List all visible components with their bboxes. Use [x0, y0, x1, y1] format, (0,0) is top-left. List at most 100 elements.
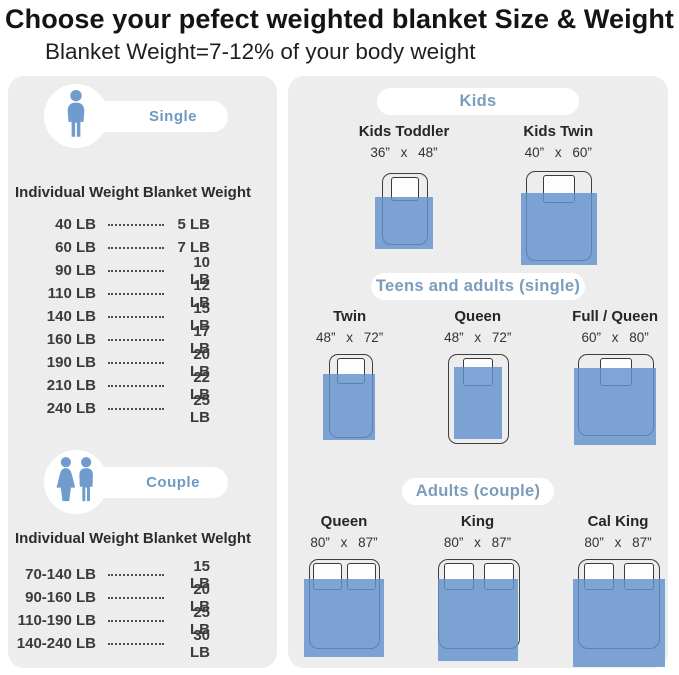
bed-card: Kids Toddler 36” x 48” [358, 115, 450, 263]
bed-illustration [574, 352, 657, 447]
dotted-leader [108, 269, 164, 272]
individual-weight-value: 70-140 LB [25, 566, 96, 583]
blanket-weight-value: 5 LB [177, 216, 210, 233]
page-title: Choose your pefect weighted blanket Size… [5, 4, 674, 34]
single-table-header: Individual Weight Blanket Weight [8, 184, 277, 201]
dotted-leader [108, 596, 164, 599]
table-row: 110-190 LB 25 LB [8, 604, 277, 638]
section-header-teens-adults-single: Teens and adults (single) [371, 273, 585, 300]
dotted-leader [108, 384, 164, 387]
individual-weight-value: 60 LB [55, 239, 96, 256]
page-subtitle: Blanket Weight=7-12% of your body weight [45, 39, 476, 64]
bed-size: 40” x 60” [524, 145, 592, 160]
table-row: 110 LB 12 LB [8, 277, 277, 311]
blanket-weight-value: 20 LB [190, 580, 210, 615]
bed-name: Kids Toddler [358, 123, 450, 140]
weighted-blanket [304, 579, 384, 657]
table-row: 140-240 LB 30 LB [8, 627, 277, 661]
couple-badge: Couple [44, 450, 228, 516]
single-badge: Single [44, 84, 228, 150]
dotted-leader [108, 246, 164, 249]
bed-illustration [571, 557, 665, 667]
bed-size: 80” x 87” [310, 535, 378, 550]
couple-table: 70-140 LB 15 LB 90-160 LB 20 LB 110-190 LB… [8, 558, 277, 661]
weighted-blanket [322, 374, 375, 440]
bed-card: King 80” x 87” [437, 505, 520, 667]
bed-name: Twin [333, 308, 367, 325]
blanket-weight-value: 25 LB [190, 391, 210, 426]
weighted-blanket [574, 368, 657, 445]
table-row: 90 LB 10 LB [8, 254, 277, 288]
kids-bed-row: Kids Toddler 36” x 48” Kids Twin 40” x 6… [288, 115, 668, 265]
table-row: 60 LB 7 LB [8, 236, 277, 259]
blanket-weight-value: 12 LB [190, 276, 210, 311]
table-row: 190 LB 20 LB [8, 346, 277, 380]
bed-card: Cal King 80” x 87” [571, 505, 665, 667]
dotted-leader [108, 573, 164, 576]
weighted-blanket [573, 579, 665, 667]
blanket-weight-value: 25 LB [190, 603, 210, 638]
blanket-weight-value: 30 LB [190, 626, 210, 661]
table-row: 70-140 LB 15 LB [8, 558, 277, 592]
table-row: 90-160 LB 20 LB [8, 581, 277, 615]
section-header-kids: Kids [377, 88, 579, 115]
bed-illustration [447, 352, 509, 444]
bed-name: Queen [320, 513, 368, 530]
table-row: 210 LB 22 LB [8, 369, 277, 403]
individual-weight-value: 140-240 LB [16, 635, 96, 652]
weighted-blanket [375, 197, 433, 249]
individual-weight-value: 90-160 LB [25, 589, 96, 606]
couple-table-header: Individual Weight Blanket Welght [8, 530, 277, 547]
bed-size: 48” x 72” [444, 330, 512, 345]
weighted-blanket [453, 367, 502, 439]
blanket-weight-value: 7 LB [177, 239, 210, 256]
weighted-blanket [437, 579, 518, 661]
couple-icon [54, 456, 98, 509]
dotted-leader [108, 315, 164, 318]
bed-card: Queen 48” x 72” [444, 300, 511, 447]
column-individual-weight: Individual Weight [15, 184, 139, 201]
bed-sizes-panel: Kids Kids Toddler 36” x 48” Kids Twin 40… [288, 76, 668, 668]
single-adult-bed-row: Twin 48” x 72” Queen 48” x 72” Full / [288, 300, 668, 447]
content-panel: Single Individual Weight Blanket Weight … [8, 76, 679, 668]
couple-bed-row: Queen 80” x 87” King 80” x 87” [288, 505, 668, 667]
section-header-adults-couple: Adults (couple) [402, 478, 554, 505]
bed-name: Kids Twin [523, 123, 594, 140]
bed-size: 48” x 72” [316, 330, 384, 345]
dotted-leader [108, 619, 164, 622]
bed-illustration [322, 352, 377, 442]
individual-weight-value: 190 LB [46, 354, 96, 371]
dotted-leader [108, 223, 164, 226]
blanket-weight-value: 15 LB [190, 299, 210, 334]
bed-size: 80” x 87” [584, 535, 652, 550]
table-row: 160 LB 17 LB [8, 323, 277, 357]
bed-illustration [304, 557, 384, 657]
table-row: 40 LB 5 LB [8, 213, 277, 236]
column-blanket-weight: Blanket Welght [142, 530, 251, 547]
bed-size: 60” x 80” [581, 330, 649, 345]
column-blanket-weight: Blanket Weight [142, 184, 251, 201]
dotted-leader [108, 642, 164, 645]
bed-name: Queen [454, 308, 502, 325]
individual-weight-value: 110 LB [47, 285, 96, 302]
column-individual-weight: Individual Weight [15, 530, 139, 547]
bed-card: Full / Queen 60” x 80” [572, 300, 658, 447]
individual-weight-value: 240 LB [46, 400, 96, 417]
bed-size: 36” x 48” [370, 145, 438, 160]
dotted-leader [108, 407, 164, 410]
weight-tables-panel: Single Individual Weight Blanket Weight … [8, 76, 277, 668]
dotted-leader [108, 292, 164, 295]
blanket-weight-value: 10 LB [190, 253, 210, 288]
individual-weight-value: 110-190 LB [17, 612, 96, 629]
individual-weight-value: 40 LB [55, 216, 96, 233]
bed-illustration [375, 167, 433, 253]
individual-weight-value: 140 LB [46, 308, 96, 325]
bed-size: 80” x 87” [443, 535, 512, 550]
bed-name: Full / Queen [572, 308, 658, 325]
blanket-weight-value: 15 LB [190, 557, 210, 592]
blanket-weight-value: 22 LB [190, 368, 210, 403]
blanket-weight-value: 20 LB [190, 345, 210, 380]
bed-card: Queen 80” x 87” [304, 505, 384, 667]
individual-weight-value: 160 LB [46, 331, 96, 348]
bed-illustration [519, 167, 598, 265]
